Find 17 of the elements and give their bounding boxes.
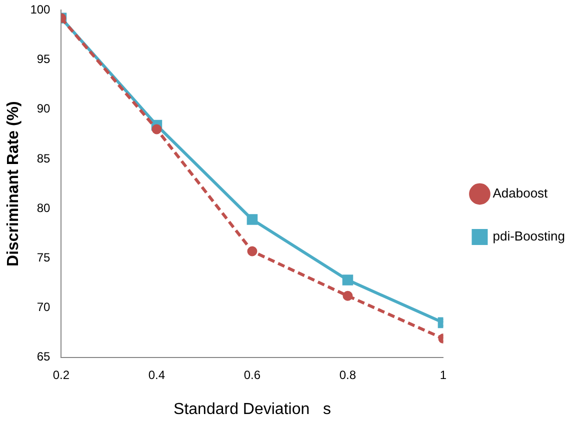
y-tick-label: 70 — [36, 300, 51, 314]
x-tick-label: 0.2 — [52, 368, 70, 382]
y-tick-label: 85 — [36, 151, 51, 166]
x-tick-label: 1 — [440, 368, 447, 382]
x-axis-title: Standard Deviation s — [174, 400, 331, 418]
y-tick-label: 65 — [36, 350, 51, 364]
y-tick-label: 100 — [30, 2, 51, 17]
legend-label: pdi-Boosting — [492, 228, 566, 244]
y-tick-label: 80 — [36, 200, 51, 215]
x-tick-label: 0.6 — [244, 368, 261, 382]
x-tick-label: 0.4 — [148, 368, 166, 382]
y-tick-label: 90 — [36, 102, 51, 116]
y-axis-title: Discriminant Rate (%) — [5, 101, 22, 266]
legend-label: Adaboost — [492, 186, 548, 201]
y-tick-label: 75 — [36, 250, 51, 265]
y-tick-label: 95 — [36, 52, 51, 66]
x-tick-label: 0.8 — [339, 368, 356, 382]
